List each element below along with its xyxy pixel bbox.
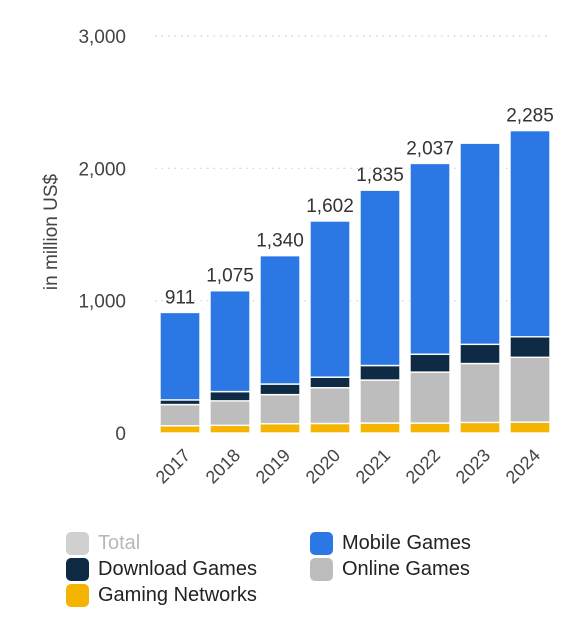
bar-segment-mobile-games [159, 311, 201, 401]
x-tick-label: 2017 [152, 445, 194, 487]
legend-item-total[interactable]: Total [66, 532, 140, 555]
chart: 0 1,000 2,000 3,000 in million US$ 911 2017 1,0… [41, 27, 554, 488]
x-tick-label: 2021 [352, 445, 394, 487]
x-tick-label: 2018 [202, 445, 244, 487]
bar-segment-download-games [309, 376, 351, 389]
y-tick-label: 1,000 [78, 292, 126, 313]
bar-segment-gaming-networks [359, 422, 401, 434]
legend-swatch-mobile-games [310, 532, 333, 555]
bar-segment-gaming-networks [259, 423, 301, 434]
bar-segment-online-games [309, 387, 351, 425]
bar-segment-mobile-games [509, 129, 551, 338]
y-tick-label: 2,000 [78, 159, 126, 180]
legend-swatch-online-games [310, 558, 333, 581]
legend-label-gaming-networks: Gaming Networks [98, 584, 257, 606]
bar-total-label: 1,075 [206, 266, 254, 287]
bar-segment-mobile-games [359, 189, 401, 367]
bar-segment-download-games [209, 390, 251, 402]
bar-segment-online-games [159, 403, 201, 427]
bar-segment-online-games [409, 371, 451, 424]
bar-segment-online-games [209, 400, 251, 427]
bar-segment-online-games [509, 356, 551, 423]
legend-label-download-games: Download Games [98, 558, 257, 580]
bar-segment-download-games [509, 336, 551, 359]
bar-segment-mobile-games [459, 142, 501, 346]
x-tick-label: 2022 [402, 445, 444, 487]
bar-segment-gaming-networks [159, 425, 201, 434]
x-tick-label: 2024 [502, 445, 544, 487]
bar-total-label: 1,835 [356, 165, 404, 186]
bar-total-label: 2,285 [506, 106, 554, 127]
legend-label-online-games: Online Games [342, 558, 470, 580]
legend-swatch-total [66, 532, 89, 555]
bar-segment-gaming-networks [209, 424, 251, 434]
legend-item-online-games[interactable]: Online Games [310, 558, 470, 581]
x-tick-label: 2020 [302, 445, 344, 487]
legend-swatch-download-games [66, 558, 89, 581]
bar-segment-download-games [409, 353, 451, 373]
bar-segment-download-games [359, 364, 401, 381]
bar-segment-online-games [459, 362, 501, 424]
legend-item-download-games[interactable]: Download Games [66, 558, 257, 581]
bar-total-label: 911 [165, 287, 195, 308]
x-tick-label: 2023 [452, 445, 494, 487]
legend-item-mobile-games[interactable]: Mobile Games [310, 532, 471, 555]
bar-segment-online-games [359, 379, 401, 424]
y-tick-label: 3,000 [78, 27, 126, 48]
bar-segment-download-games [459, 343, 501, 365]
bar-segment-mobile-games [309, 220, 351, 378]
bar-segment-online-games [259, 393, 301, 425]
bar-segment-mobile-games [259, 254, 301, 385]
bar-total-label: 1,340 [256, 231, 304, 252]
bar-segment-gaming-networks [409, 422, 451, 434]
legend-item-gaming-networks[interactable]: Gaming Networks [66, 584, 257, 607]
bar-segment-gaming-networks [509, 421, 551, 434]
bar-total-label: 2,037 [406, 138, 454, 159]
y-tick-label: 0 [115, 424, 126, 445]
bar-segment-mobile-games [209, 290, 251, 393]
bar-segment-gaming-networks [459, 421, 501, 434]
x-tick-label: 2019 [252, 445, 294, 487]
bar-segment-mobile-games [409, 162, 451, 355]
legend-swatch-gaming-networks [66, 584, 89, 607]
bar-segment-gaming-networks [309, 422, 351, 434]
legend-label-mobile-games: Mobile Games [342, 532, 471, 554]
bar-total-label: 1,602 [306, 196, 354, 217]
y-axis-label: in million US$ [41, 173, 62, 290]
bar-segment-download-games [259, 383, 301, 396]
legend-label-total: Total [98, 532, 141, 554]
